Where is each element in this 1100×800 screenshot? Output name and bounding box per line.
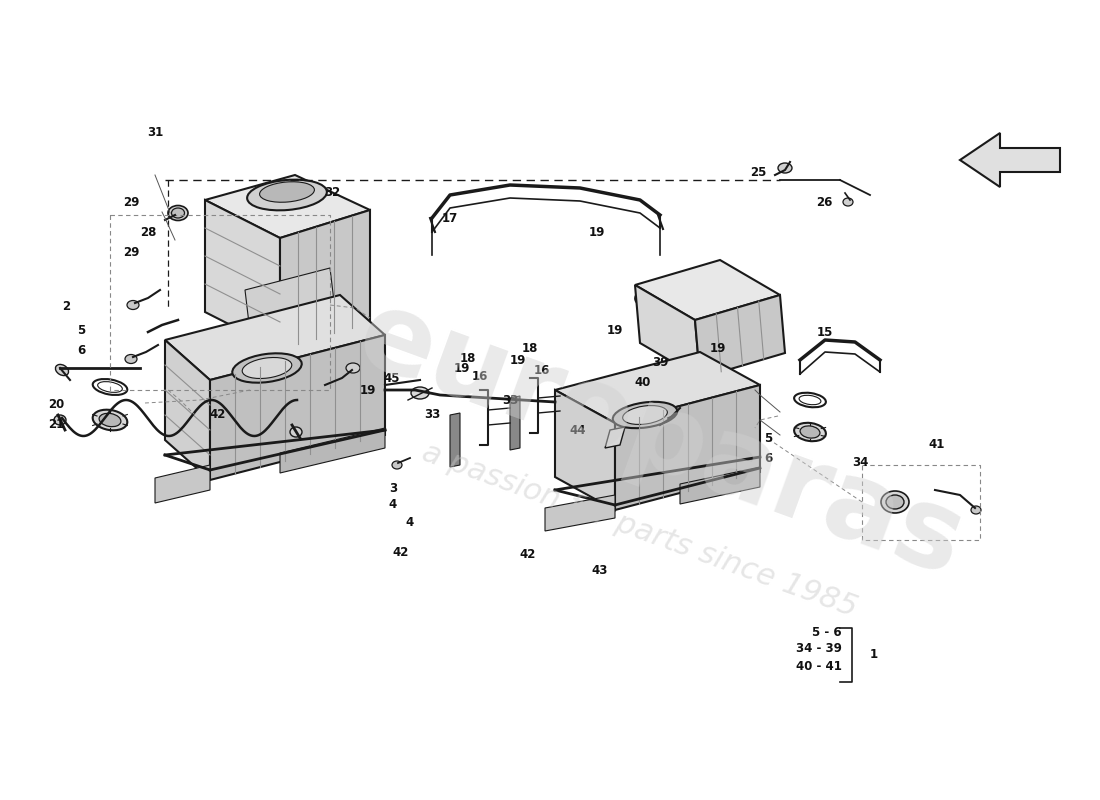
Ellipse shape <box>55 365 68 375</box>
Text: 19: 19 <box>509 354 526 367</box>
Polygon shape <box>165 340 210 480</box>
Ellipse shape <box>411 387 429 399</box>
Text: 40: 40 <box>635 377 651 390</box>
Text: 28: 28 <box>140 226 156 238</box>
Polygon shape <box>635 285 700 378</box>
Ellipse shape <box>886 495 904 509</box>
Text: 33: 33 <box>424 409 440 422</box>
Text: 45: 45 <box>384 371 400 385</box>
Text: 5: 5 <box>763 431 772 445</box>
Text: 5: 5 <box>77 323 85 337</box>
Text: 18: 18 <box>521 342 538 355</box>
Text: 4: 4 <box>406 517 414 530</box>
Text: 21: 21 <box>48 418 64 431</box>
Polygon shape <box>245 268 336 332</box>
Text: 44: 44 <box>570 423 586 437</box>
Polygon shape <box>165 295 385 380</box>
Text: 39: 39 <box>652 355 668 369</box>
Text: 29: 29 <box>123 246 140 258</box>
Polygon shape <box>510 396 520 450</box>
Ellipse shape <box>168 206 188 221</box>
Polygon shape <box>450 413 460 467</box>
Ellipse shape <box>260 182 315 202</box>
Text: 42: 42 <box>520 549 536 562</box>
Text: 19: 19 <box>454 362 470 374</box>
Polygon shape <box>280 428 385 473</box>
Text: 26: 26 <box>816 195 833 209</box>
Text: 19: 19 <box>588 226 605 239</box>
Text: 20: 20 <box>48 398 64 411</box>
Ellipse shape <box>778 163 792 173</box>
Text: 34: 34 <box>851 455 868 469</box>
Text: 41: 41 <box>928 438 945 451</box>
Ellipse shape <box>392 461 402 469</box>
Ellipse shape <box>92 410 128 430</box>
Ellipse shape <box>290 427 303 437</box>
Text: 5 - 6: 5 - 6 <box>813 626 842 638</box>
Text: 18: 18 <box>460 351 476 365</box>
Text: 6: 6 <box>77 343 85 357</box>
Text: 19: 19 <box>607 323 624 337</box>
Ellipse shape <box>248 180 327 210</box>
Text: 1: 1 <box>870 649 878 662</box>
Text: 34 - 39: 34 - 39 <box>796 642 842 655</box>
Text: 33: 33 <box>502 394 518 406</box>
Text: 16: 16 <box>534 363 550 377</box>
Polygon shape <box>280 210 370 350</box>
Text: 29: 29 <box>123 197 140 210</box>
Ellipse shape <box>613 402 678 428</box>
Text: 2: 2 <box>62 301 70 314</box>
Polygon shape <box>210 335 385 480</box>
Text: 32: 32 <box>323 186 340 199</box>
Text: a passion for parts since 1985: a passion for parts since 1985 <box>418 438 861 622</box>
Polygon shape <box>205 200 280 350</box>
Text: 43: 43 <box>592 563 608 577</box>
Ellipse shape <box>172 208 185 218</box>
Text: 42: 42 <box>393 546 409 558</box>
Text: 6: 6 <box>763 451 772 465</box>
Ellipse shape <box>635 278 725 311</box>
Ellipse shape <box>99 414 121 426</box>
Text: 19: 19 <box>360 383 376 397</box>
Ellipse shape <box>623 406 668 425</box>
Ellipse shape <box>649 281 711 303</box>
Polygon shape <box>615 385 760 510</box>
Text: 3: 3 <box>389 482 397 494</box>
Text: 16: 16 <box>472 370 488 382</box>
Text: 25: 25 <box>750 166 767 178</box>
Text: 40 - 41: 40 - 41 <box>796 659 842 673</box>
Polygon shape <box>556 352 760 423</box>
Ellipse shape <box>54 415 66 425</box>
Text: europaras: europaras <box>343 281 977 599</box>
Ellipse shape <box>794 423 826 441</box>
Text: 19: 19 <box>710 342 726 354</box>
Ellipse shape <box>800 426 820 438</box>
Polygon shape <box>680 467 760 504</box>
Polygon shape <box>556 390 615 510</box>
Ellipse shape <box>232 354 301 382</box>
Polygon shape <box>205 175 370 238</box>
Text: 31: 31 <box>147 126 163 138</box>
Text: 17: 17 <box>442 211 458 225</box>
Ellipse shape <box>843 198 852 206</box>
Ellipse shape <box>125 354 138 363</box>
Ellipse shape <box>346 363 360 373</box>
Ellipse shape <box>126 301 139 310</box>
Polygon shape <box>635 260 780 320</box>
Ellipse shape <box>881 491 909 513</box>
Text: 42: 42 <box>210 409 227 422</box>
Polygon shape <box>544 495 615 531</box>
Ellipse shape <box>971 506 981 514</box>
Polygon shape <box>695 295 785 378</box>
Polygon shape <box>960 133 1060 187</box>
Polygon shape <box>605 427 625 448</box>
Ellipse shape <box>242 358 292 378</box>
Polygon shape <box>155 465 210 503</box>
Text: 4: 4 <box>389 498 397 511</box>
Text: 15: 15 <box>817 326 833 339</box>
